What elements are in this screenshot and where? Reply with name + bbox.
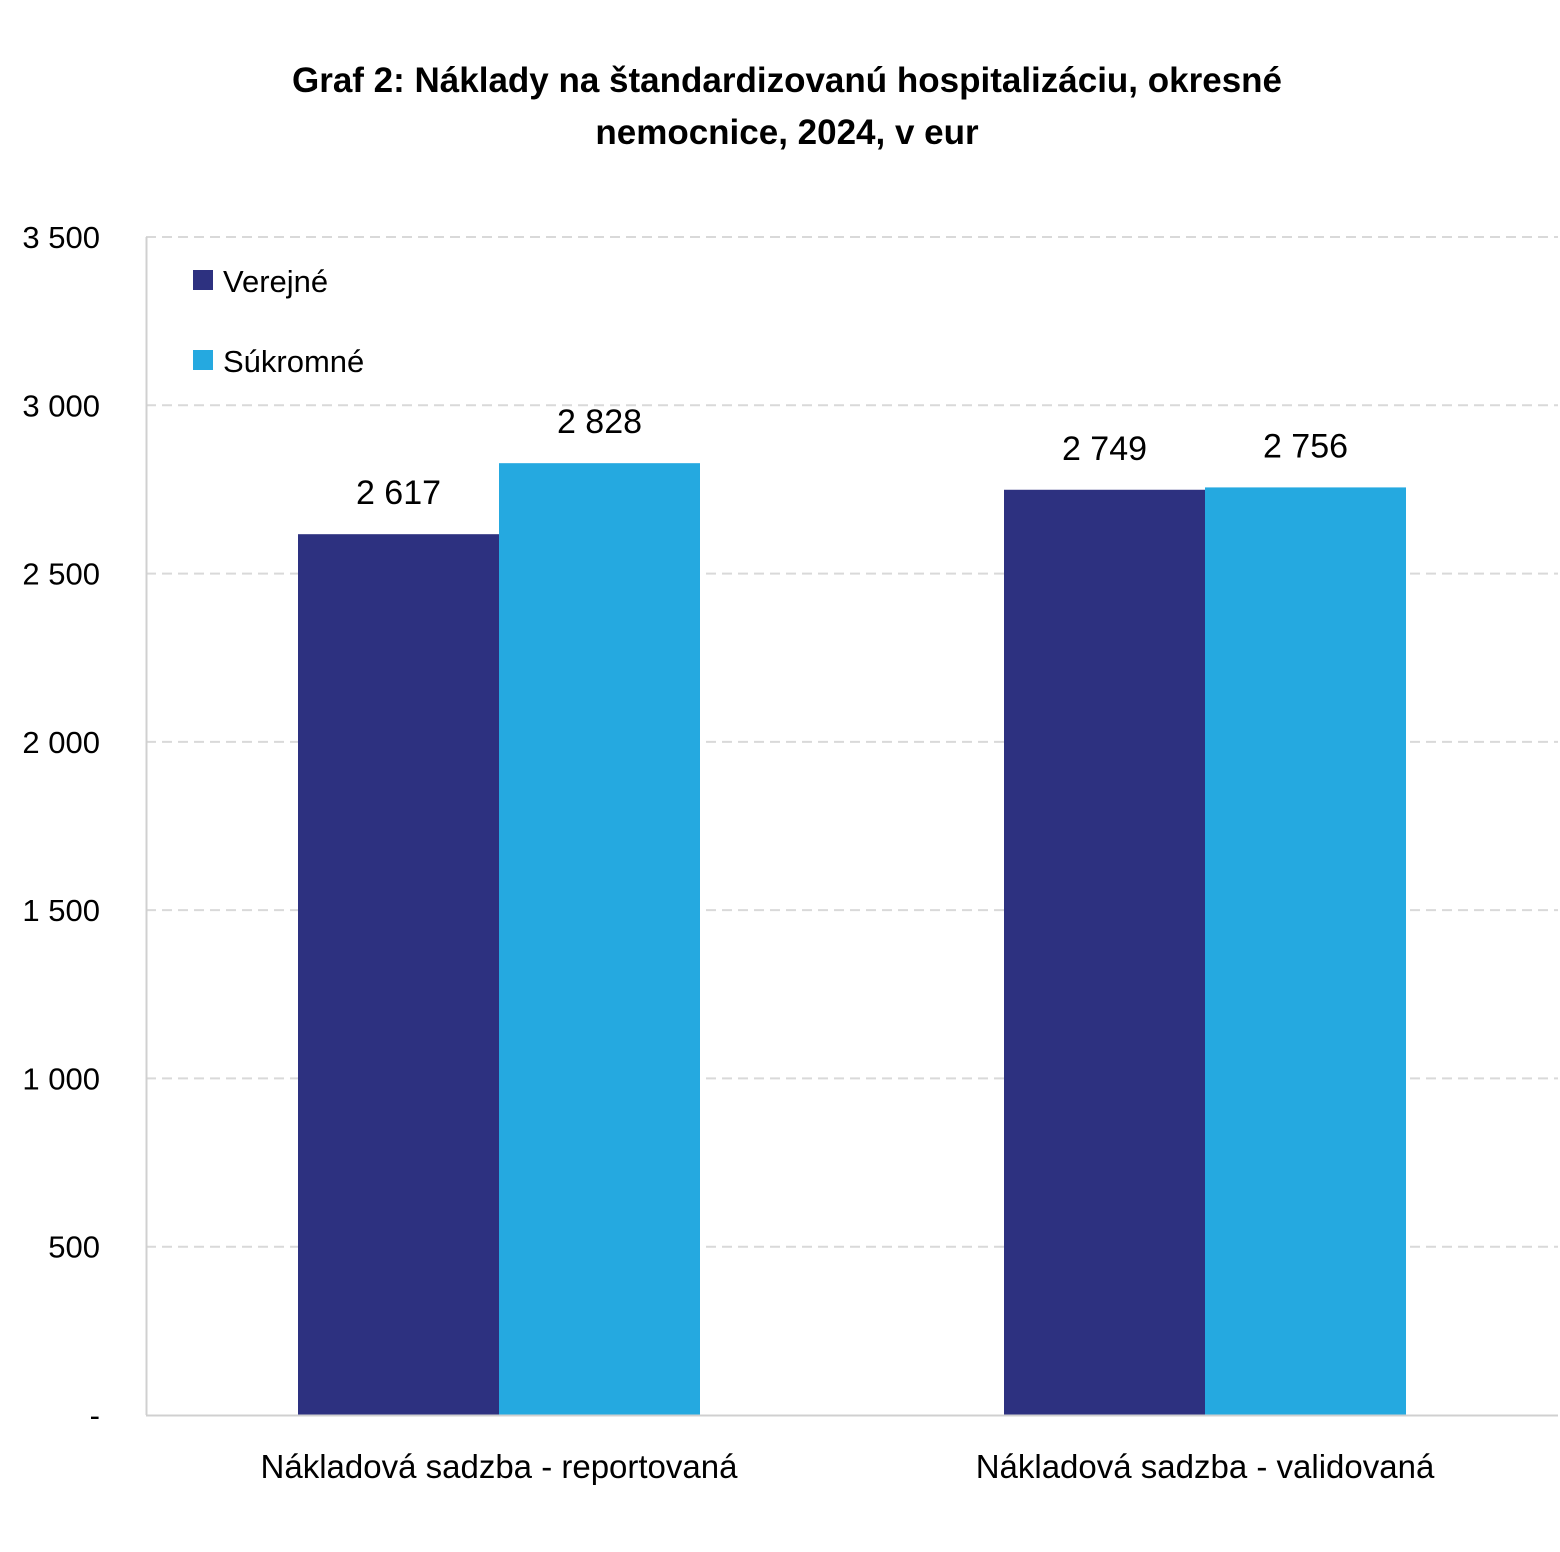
y-tick-label: 1 500 xyxy=(22,893,100,928)
x-category-label: Nákladová sadzba - reportovaná xyxy=(261,1448,739,1485)
bar-sukromne xyxy=(499,463,700,1415)
y-tick-label: 3 000 xyxy=(22,388,100,423)
data-label: 2 749 xyxy=(1062,430,1147,468)
bar-sukromne xyxy=(1205,487,1406,1415)
y-tick-label: 2 000 xyxy=(22,725,100,760)
bar-verejne xyxy=(1004,489,1205,1415)
y-tick-label: 500 xyxy=(48,1230,100,1265)
legend-swatch-sukromne xyxy=(193,350,213,370)
y-tick-label: 1 000 xyxy=(22,1061,100,1096)
y-tick-label: 3 500 xyxy=(22,220,100,255)
chart-title-line-2: nemocnice, 2024, v eur xyxy=(595,113,979,152)
data-label: 2 617 xyxy=(356,474,441,512)
legend: Verejné Súkromné xyxy=(193,264,364,379)
legend-label-verejne: Verejné xyxy=(223,264,328,299)
data-label: 2 828 xyxy=(557,403,642,441)
chart-title-line-1: Graf 2: Náklady na štandardizovanú hospi… xyxy=(292,61,1282,100)
data-label: 2 756 xyxy=(1263,427,1348,465)
legend-swatch-verejne xyxy=(193,270,213,290)
x-category-label: Nákladová sadzba - validovaná xyxy=(976,1448,1435,1485)
y-tick-label: - xyxy=(90,1398,100,1433)
y-tick-label: 2 500 xyxy=(22,557,100,592)
bar-verejne xyxy=(298,534,499,1415)
legend-label-sukromne: Súkromné xyxy=(223,344,364,379)
